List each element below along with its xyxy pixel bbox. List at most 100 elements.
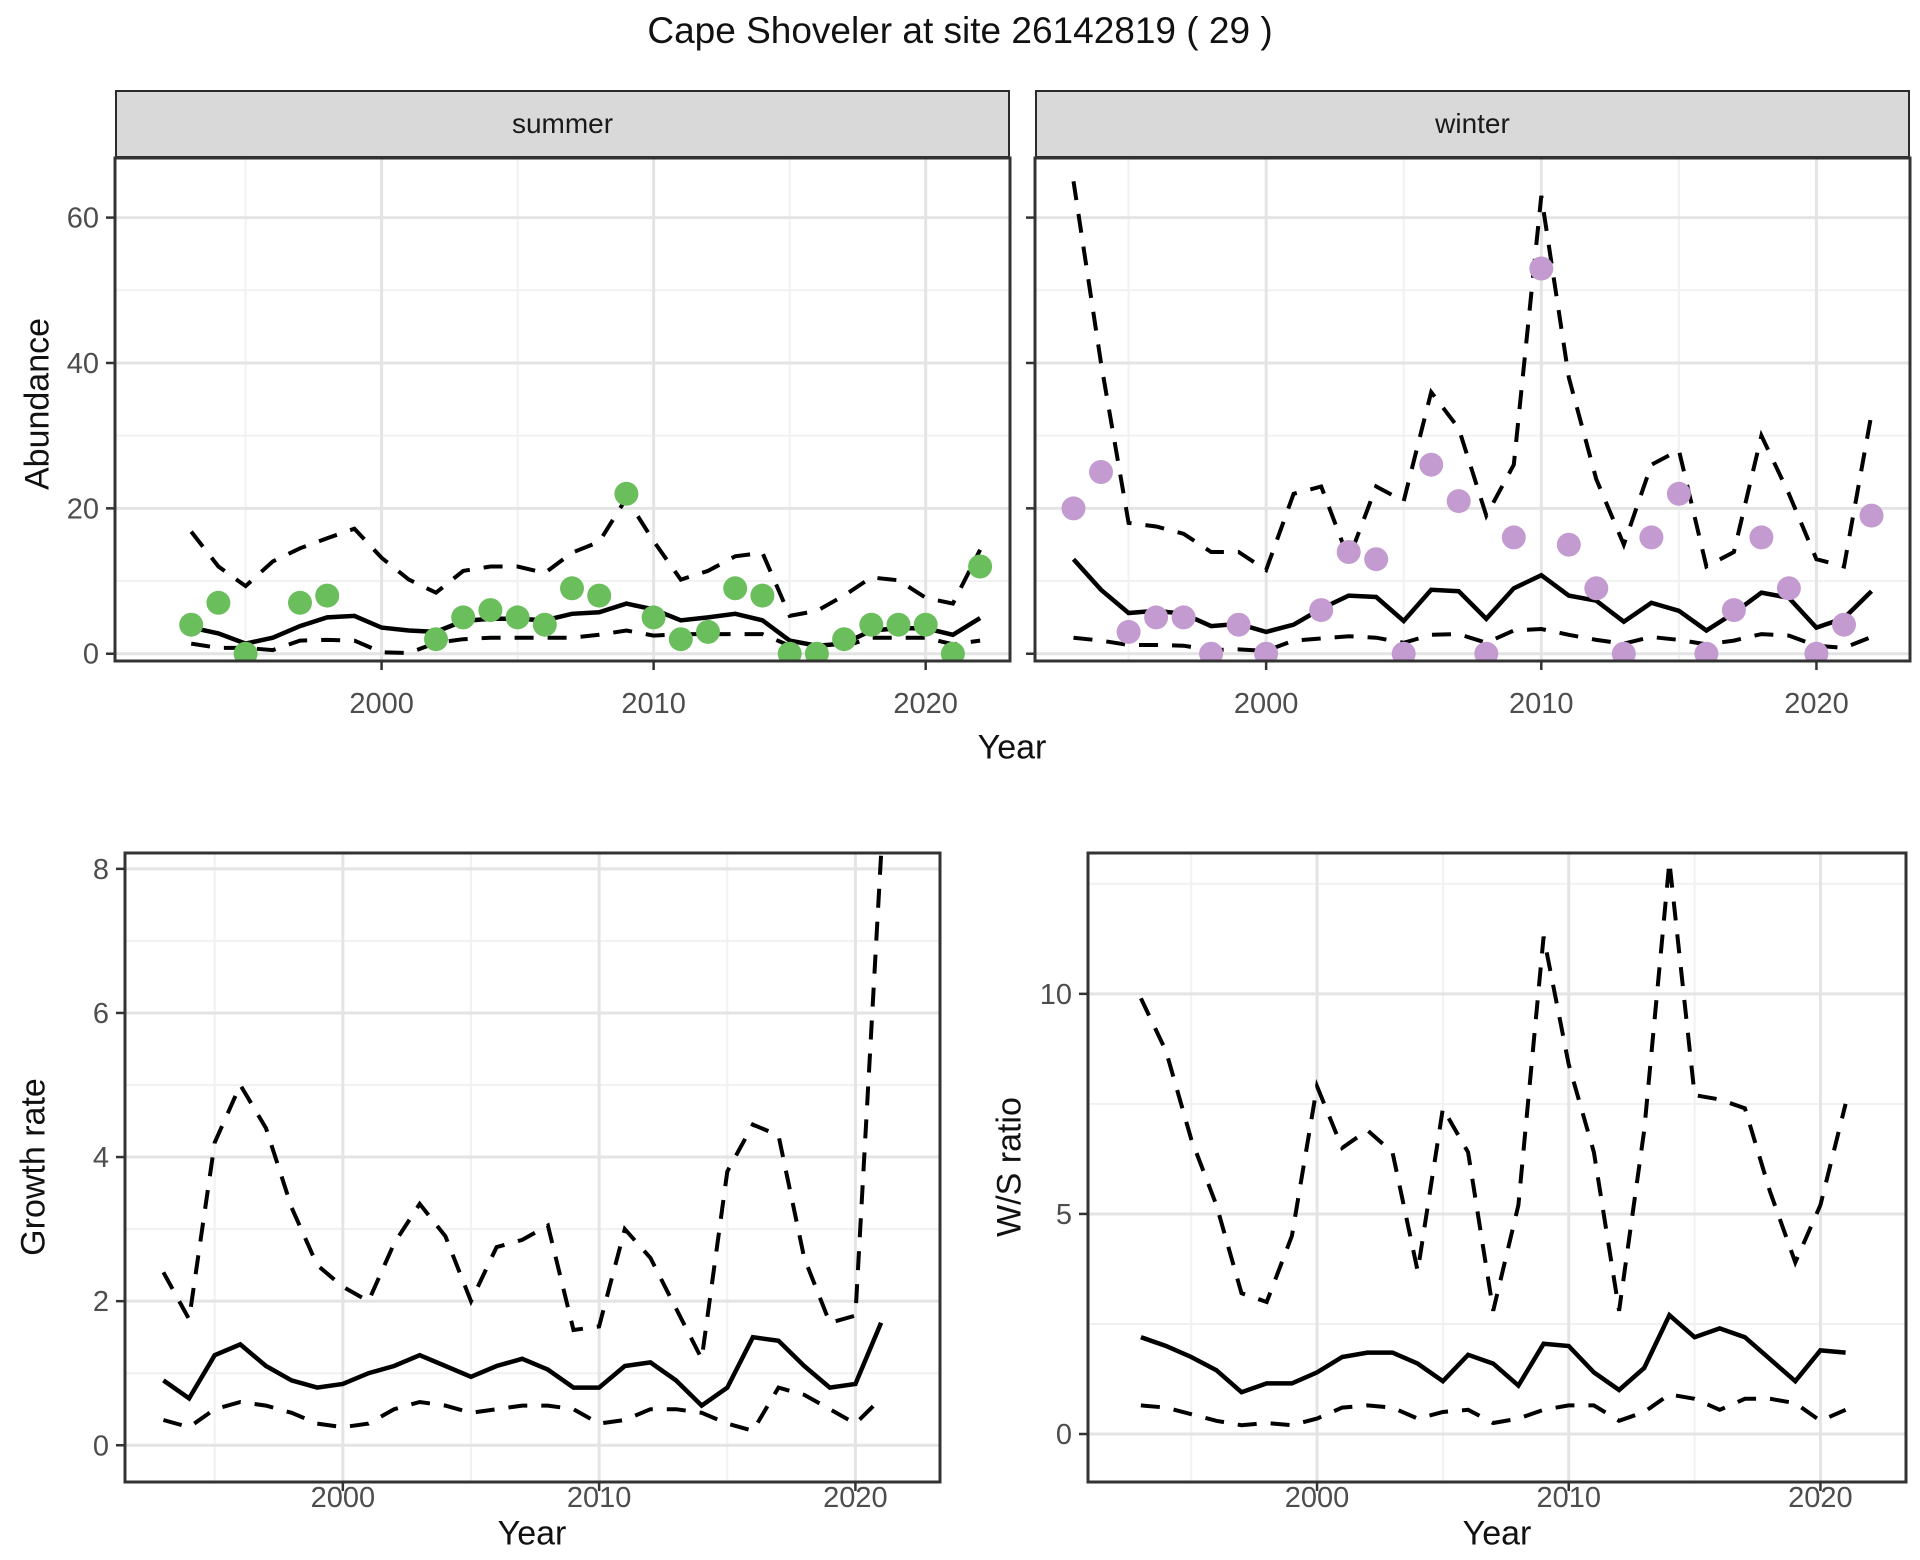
facet-strip-summer-label: summer <box>511 108 614 139</box>
growth-rate-panel-border <box>123 851 942 1484</box>
x-tick-label: 2000 <box>311 1482 376 1514</box>
ws-ratio-panel-border <box>1086 851 1908 1484</box>
growth-x-axis-title: Year <box>497 1514 567 1553</box>
abundance-winter-data-point <box>1364 547 1389 572</box>
abundance-winter-data-point <box>1144 605 1169 630</box>
abundance-summer-panel-border <box>113 156 1012 663</box>
y-tick-label: 6 <box>93 998 109 1030</box>
abundance-summer-data-point <box>451 605 476 630</box>
facet-strip-summer: summer <box>115 90 1010 158</box>
ws-ratio-fit-line <box>1140 1311 1846 1395</box>
abundance-winter-data-point <box>1749 525 1774 550</box>
abundance-summer-data-point <box>696 619 720 644</box>
abundance-summer-data-point <box>614 481 639 506</box>
x-tick-label: 2010 <box>567 1482 632 1514</box>
x-tick-label: 2000 <box>1234 688 1299 720</box>
abundance-summer-data-point <box>179 612 204 637</box>
x-tick-label: 2000 <box>1285 1482 1350 1514</box>
figure-title: Cape Shoveler at site 26142819 ( 29 ) <box>647 10 1273 51</box>
abundance-summer-data-point <box>804 641 829 661</box>
x-tick-label: 2010 <box>621 688 686 720</box>
abundance-summer-data-point <box>913 612 938 637</box>
growth-rate-lower-ci-line <box>162 1385 883 1434</box>
ws-ratio-upper-ci-line <box>1139 861 1848 1312</box>
x-tick-label: 2000 <box>349 688 414 720</box>
y-tick-label: 60 <box>67 203 99 235</box>
abundance-summer-data-point <box>505 605 530 630</box>
abundance-summer-data-point <box>777 641 802 661</box>
abundance-summer-data-point <box>723 576 748 601</box>
abundance-winter-panel <box>1035 158 1910 661</box>
abundance-winter-data-point <box>1089 460 1113 484</box>
abundance-summer-data-point <box>424 627 448 652</box>
abundance-summer-data-point <box>206 590 231 615</box>
abundance-summer-data-point <box>560 576 584 601</box>
abundance-summer-data-point <box>641 605 666 630</box>
abundance-summer-data-point <box>315 583 340 608</box>
y-tick-label: 0 <box>83 639 99 671</box>
top-x-axis-title: Year <box>977 728 1047 767</box>
abundance-summer-data-point <box>750 583 775 608</box>
y-tick-label: 20 <box>67 493 99 525</box>
abundance-summer-data-point <box>859 612 884 637</box>
ws-x-axis-title: Year <box>1462 1514 1532 1553</box>
y-tick-label: 4 <box>93 1142 109 1174</box>
y-tick-label: 40 <box>67 348 99 380</box>
y-tick-label: 10 <box>1040 979 1072 1011</box>
abundance-winter-data-point <box>1446 489 1471 514</box>
abundance-summer-data-point <box>532 612 557 637</box>
x-tick-label: 2020 <box>1788 1482 1853 1514</box>
abundance-summer-upper-ci-line <box>189 494 982 619</box>
growth-rate-upper-ci-line <box>161 854 884 1366</box>
abundance-winter-data-point <box>1419 452 1444 477</box>
abundance-summer-data-point <box>832 627 857 652</box>
abundance-winter-data-point <box>1391 641 1416 661</box>
x-tick-label: 2020 <box>823 1482 888 1514</box>
abundance-winter-panel-border <box>1033 156 1912 663</box>
abundance-winter-data-point <box>1116 619 1141 644</box>
abundance-winter-data-point <box>1336 540 1361 564</box>
abundance-winter-data-point <box>1639 525 1664 550</box>
x-tick-label: 2020 <box>1784 688 1849 720</box>
growth-rate-panel <box>125 853 940 1482</box>
abundance-winter-data-point <box>1529 256 1554 281</box>
facet-strip-winter: winter <box>1035 90 1910 158</box>
y-tick-label: 0 <box>1056 1419 1072 1451</box>
ws-ratio-lower-ci-line <box>1140 1392 1847 1428</box>
y-tick-label: 5 <box>1056 1199 1072 1231</box>
abundance-winter-data-point <box>1226 612 1251 637</box>
abundance-winter-data-point <box>1611 641 1636 661</box>
abundance-winter-data-point <box>1776 576 1801 601</box>
abundance-winter-data-point <box>1832 612 1856 637</box>
abundance-summer-panel <box>115 158 1010 661</box>
abundance-winter-data-point <box>1721 598 1746 623</box>
x-tick-label: 2010 <box>1509 688 1574 720</box>
abundance-summer-data-point <box>940 641 965 661</box>
abundance-summer-data-point <box>288 590 312 615</box>
abundance-summer-data-point <box>478 598 503 623</box>
y-tick-label: 0 <box>93 1430 109 1462</box>
abundance-summer-data-point <box>668 627 693 652</box>
growth-rate-fit-line <box>162 1321 884 1409</box>
y-tick-label: 8 <box>93 854 109 886</box>
abundance-summer-data-point <box>233 641 258 661</box>
abundance-winter-data-point <box>1171 605 1196 630</box>
abundance-winter-data-point <box>1501 525 1526 550</box>
x-tick-label: 2010 <box>1536 1482 1601 1514</box>
abundance-summer-data-point <box>886 612 911 637</box>
abundance-winter-data-point <box>1556 532 1581 557</box>
abundance-winter-upper-ci-line <box>1071 181 1874 574</box>
abundance-winter-data-point <box>1584 576 1609 601</box>
abundance-winter-data-point <box>1199 641 1224 661</box>
abundance-winter-data-point <box>1694 641 1719 661</box>
facet-strip-winter-label: winter <box>1435 108 1510 139</box>
abundance-winter-data-point <box>1061 496 1086 521</box>
abundance-summer-data-point <box>968 554 993 579</box>
abundance-summer-data-point <box>587 583 612 608</box>
x-tick-label: 2020 <box>893 688 958 720</box>
abundance-winter-data-point <box>1666 481 1691 506</box>
ws-ratio-panel <box>1088 853 1906 1482</box>
abundance-winter-data-point <box>1309 598 1334 623</box>
abundance-winter-data-point <box>1859 503 1884 528</box>
